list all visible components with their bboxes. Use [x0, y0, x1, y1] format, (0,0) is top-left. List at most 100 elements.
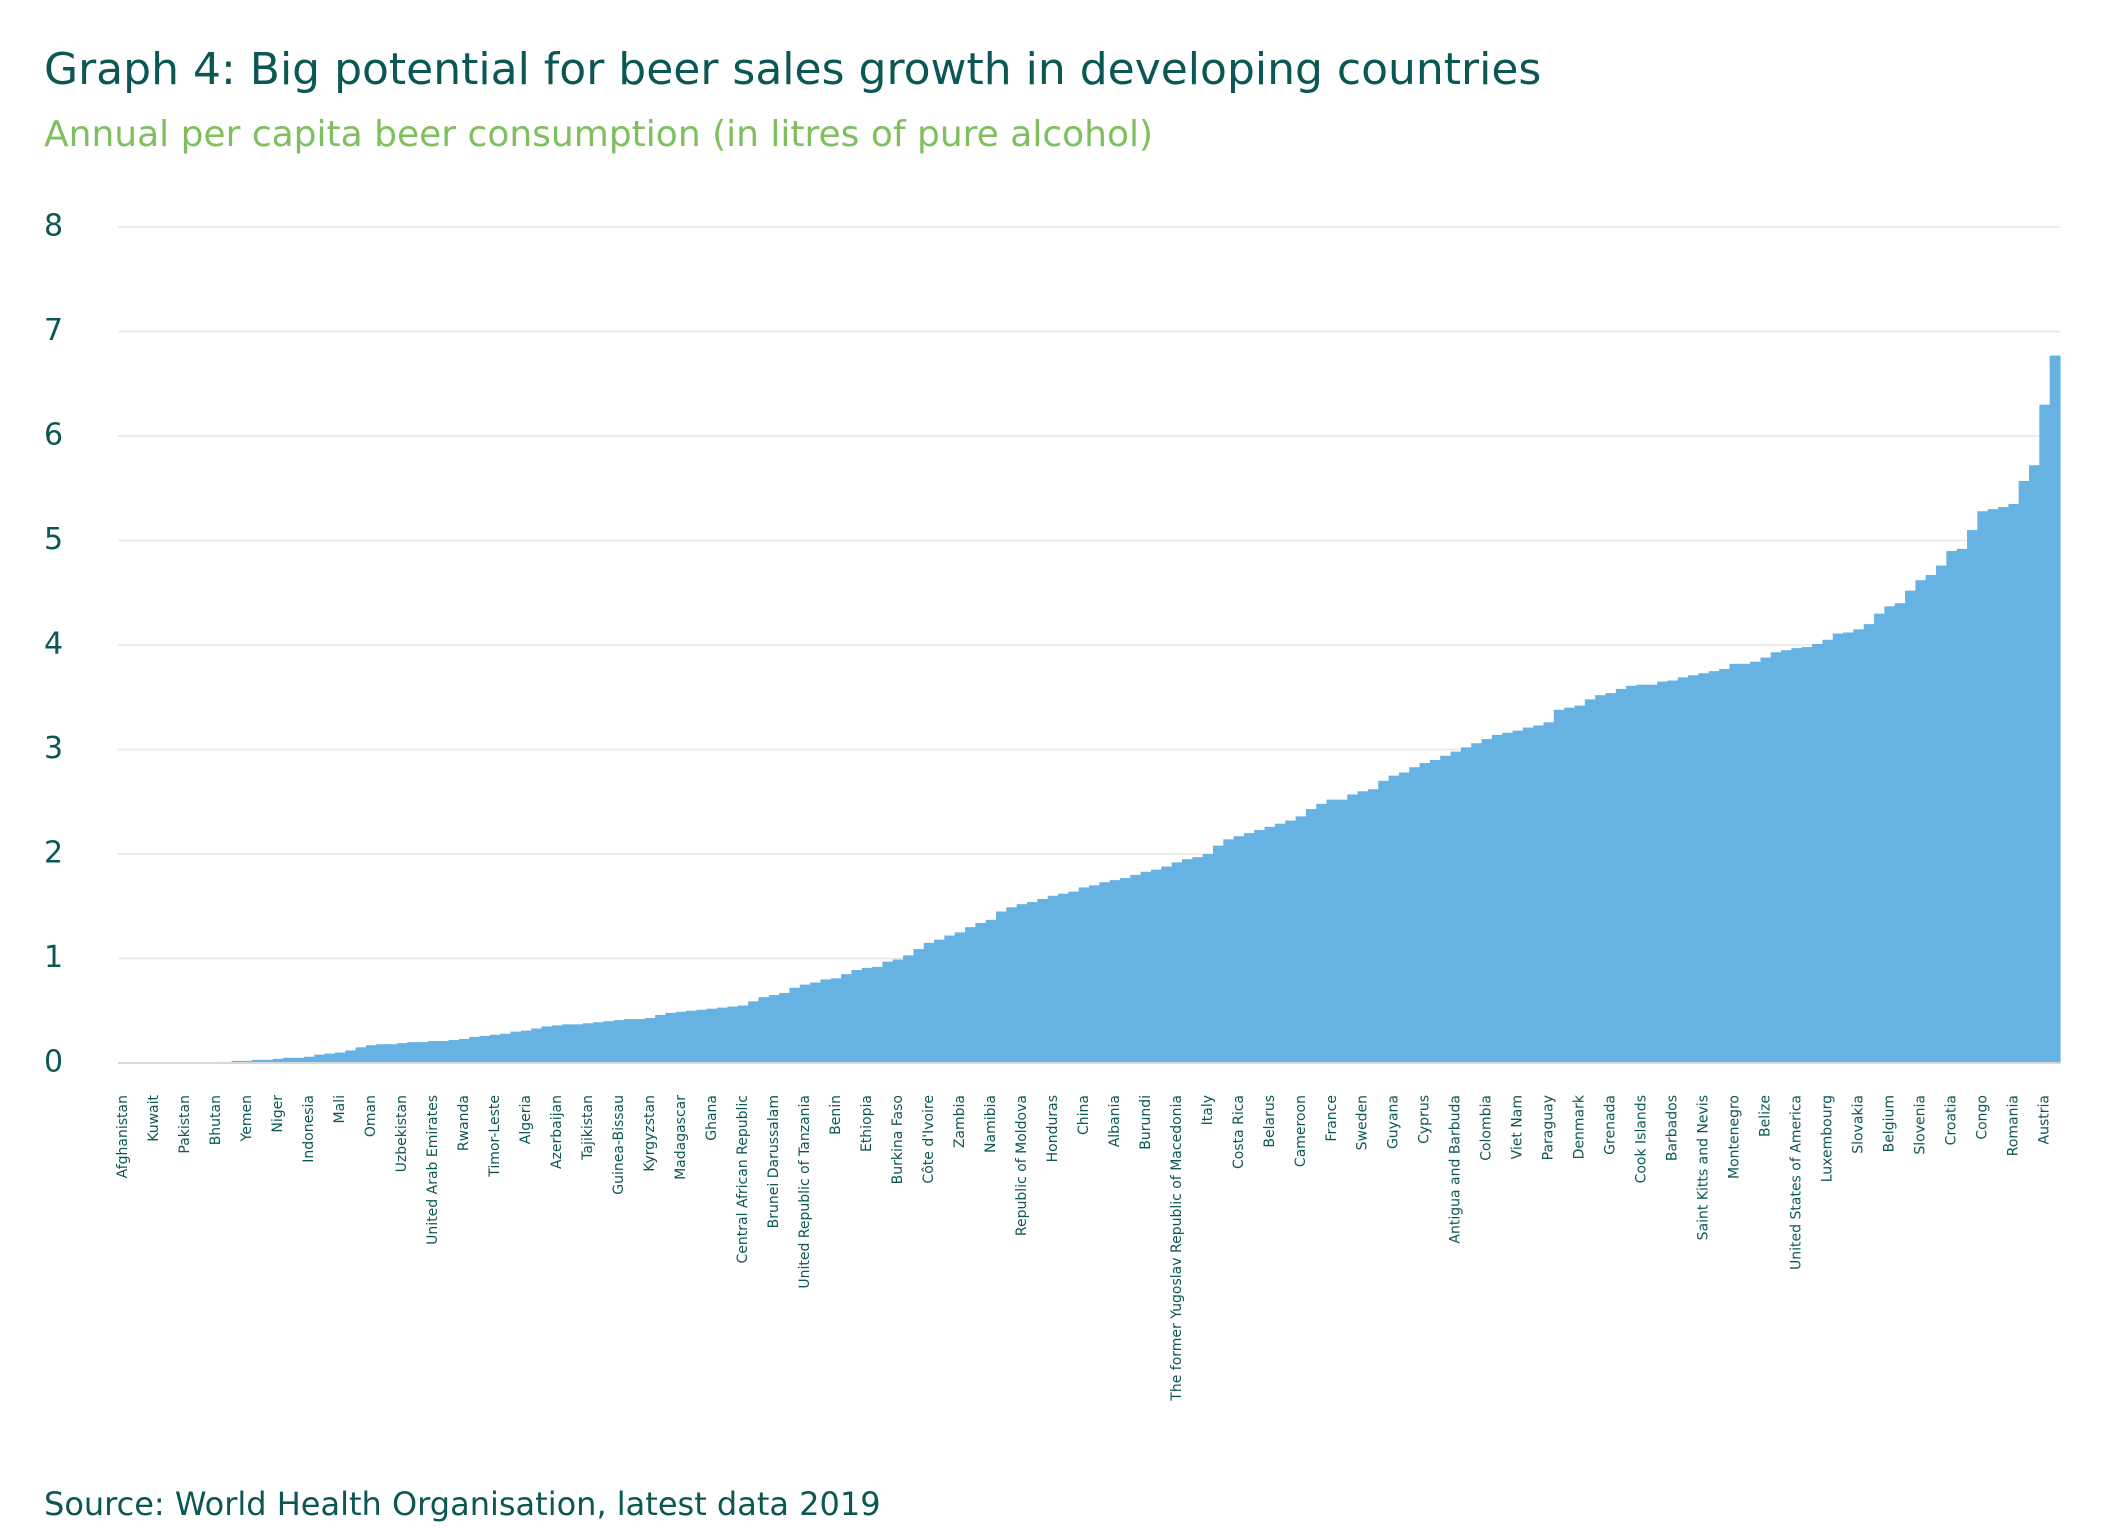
x-tick-label: Cook Islands: [1634, 1095, 1650, 1183]
bar: [1512, 730, 1524, 1063]
bar: [861, 967, 873, 1063]
x-tick-label: Viet Nam: [1510, 1095, 1526, 1159]
bar: [1295, 816, 1307, 1063]
bar: [1378, 780, 1390, 1063]
x-tick-label: Austria: [2037, 1095, 2053, 1144]
bar: [469, 1036, 481, 1063]
bar: [1233, 836, 1245, 1063]
bar: [758, 997, 770, 1063]
bar: [2029, 465, 2040, 1063]
x-tick-label: Kyrgyzstan: [642, 1095, 658, 1172]
bar: [417, 1042, 429, 1063]
bar: [1884, 606, 1896, 1063]
bar: [1533, 725, 1545, 1063]
bar: [1977, 511, 1989, 1063]
bar: [355, 1047, 367, 1063]
x-tick-label: Azerbaijan: [549, 1095, 565, 1169]
x-tick-label: Yemen: [239, 1095, 255, 1142]
bar: [1626, 685, 1638, 1063]
x-tick-label: Oman: [363, 1095, 379, 1137]
bar: [1212, 845, 1224, 1063]
bar: [1264, 826, 1276, 1063]
bar: [1429, 759, 1441, 1063]
bar: [655, 1014, 667, 1063]
bar: [696, 1009, 708, 1063]
bar: [1409, 767, 1421, 1063]
bar: [386, 1044, 398, 1063]
bar: [1357, 791, 1369, 1063]
bar: [644, 1018, 656, 1063]
x-tick-label: Ghana: [704, 1095, 720, 1141]
bar: [1388, 775, 1400, 1063]
bar: [1109, 880, 1121, 1063]
bar: [985, 919, 997, 1063]
bar: [2039, 404, 2051, 1063]
bar: [1016, 904, 1028, 1063]
x-tick-label: Slovakia: [1851, 1095, 1867, 1154]
bar: [1770, 652, 1782, 1063]
x-tick-label: Madagascar: [673, 1095, 689, 1180]
bar: [1956, 548, 1968, 1063]
x-tick-label: Colombia: [1479, 1095, 1495, 1161]
y-tick-label: 7: [44, 313, 63, 348]
bar: [1367, 789, 1379, 1063]
bar: [965, 927, 976, 1063]
bar: [1150, 869, 1162, 1063]
bar: [1181, 859, 1193, 1063]
bar: [892, 959, 904, 1063]
bar: [1760, 657, 1772, 1063]
bar: [1667, 680, 1679, 1063]
bar: [727, 1006, 739, 1063]
bar: [582, 1023, 594, 1063]
x-tick-label: Indonesia: [301, 1095, 317, 1163]
bar: [458, 1038, 470, 1063]
bar: [1967, 530, 1978, 1063]
x-tick-label: Pakistan: [177, 1095, 193, 1154]
bar: [427, 1041, 439, 1063]
x-tick-label: Guyana: [1386, 1095, 1402, 1149]
bar: [324, 1053, 336, 1063]
source-note: Source: World Health Organisation, lates…: [44, 1485, 881, 1523]
bar: [913, 949, 925, 1063]
bar: [531, 1028, 543, 1063]
chart-subtitle: Annual per capita beer consumption (in l…: [44, 114, 1153, 155]
x-tick-label: Afghanistan: [115, 1095, 131, 1178]
x-tick-label: Italy: [1200, 1095, 1216, 1125]
x-tick-label: Kuwait: [146, 1094, 162, 1141]
bar: [1460, 747, 1472, 1063]
x-tick-label: Burundi: [1138, 1095, 1154, 1150]
bar: [613, 1020, 625, 1063]
x-tick-label: Cyprus: [1417, 1095, 1433, 1144]
bar: [1347, 794, 1359, 1063]
bar: [1078, 887, 1090, 1063]
bar: [2018, 480, 2030, 1063]
x-tick-label: France: [1324, 1095, 1340, 1142]
bar: [1677, 677, 1689, 1063]
bar: [820, 979, 832, 1063]
bar: [520, 1030, 532, 1063]
bar: [1915, 580, 1927, 1063]
bar: [737, 1005, 749, 1063]
bar: [634, 1019, 646, 1063]
bar: [851, 969, 863, 1063]
bar: [1006, 907, 1018, 1063]
bar: [572, 1024, 584, 1063]
bar: [768, 995, 780, 1063]
bar: [717, 1007, 729, 1063]
x-tick-label: Paraguay: [1541, 1095, 1557, 1160]
bar: [675, 1011, 687, 1063]
bar: [376, 1044, 388, 1063]
bar: [1822, 639, 1834, 1063]
bar: [1047, 895, 1059, 1063]
bar: [882, 961, 894, 1063]
bar: [1688, 675, 1700, 1063]
bar: [1708, 671, 1720, 1063]
bar: [1316, 803, 1328, 1063]
bar: [748, 1001, 760, 1063]
x-tick-label: Côte d'Ivoire: [921, 1095, 937, 1184]
bar: [1905, 590, 1916, 1063]
bar: [1502, 732, 1514, 1063]
bar: [252, 1059, 264, 1063]
x-tick-label: Sweden: [1355, 1095, 1371, 1150]
